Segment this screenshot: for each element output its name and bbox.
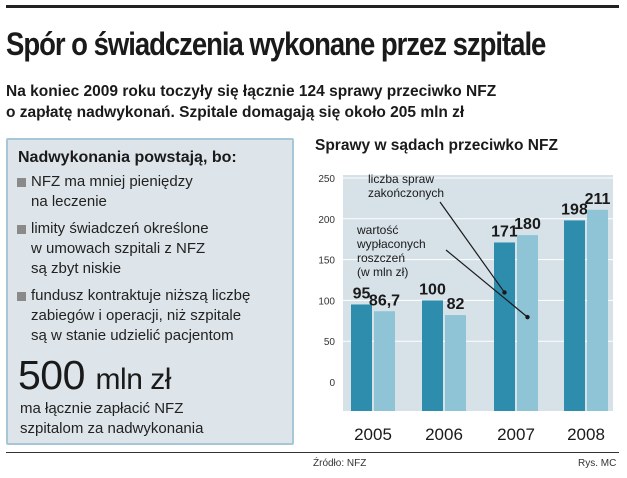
x-tick-label: 2007 [497, 425, 535, 444]
footer-rule [6, 452, 619, 453]
x-tick-label: 2008 [567, 425, 605, 444]
bar [494, 242, 515, 411]
leader-dot [502, 290, 507, 295]
legend-label: roszczeń [357, 251, 405, 265]
legend-label: wartość [356, 223, 398, 237]
reason-line: w umowach szpitali z NFZ [31, 240, 206, 257]
lead-paragraph: Na koniec 2009 roku toczyły się łącznie … [6, 81, 626, 123]
leader-line [445, 249, 528, 318]
reasons-title: Nadwykonania powstają, bo: [18, 149, 237, 166]
legend-label: (w mln zł) [357, 265, 408, 279]
big-figure: 500 mln zł [18, 353, 171, 402]
reasons-box: Nadwykonania powstają, bo: NFZ ma mniej … [6, 138, 294, 445]
reason-line: limity świadczeń określone [31, 220, 209, 237]
bar [517, 235, 538, 411]
caption-line: ma łącznie zapłacić NFZ [20, 400, 184, 417]
big-figure-unit: mln zł [95, 363, 172, 396]
legend-label: zakończonych [368, 186, 444, 200]
data-label: 86,7 [369, 292, 400, 309]
legend-label: wypłaconych [356, 237, 426, 251]
big-figure-value: 500 [18, 352, 85, 398]
top-rule [6, 5, 619, 8]
chart-title: Sprawy w sądach przeciwko NFZ [315, 137, 558, 154]
bar [587, 209, 608, 411]
legend-label: liczba spraw [368, 172, 434, 186]
bar [374, 311, 395, 411]
bar [351, 304, 372, 411]
credit-note: Rys. MC [578, 458, 617, 469]
reason-line: są w stanie udzielić pacjentom [31, 327, 234, 344]
leader-line [439, 201, 505, 293]
y-tick-label: 100 [318, 296, 335, 307]
y-tick-label: 0 [329, 378, 335, 389]
reason-item: NFZ ma mniej pieniędzy na leczenie [17, 172, 293, 212]
bar [445, 315, 466, 411]
source-note: Źródło: NFZ [313, 458, 367, 469]
reason-line: fundusz kontraktuje niższą liczbę [31, 287, 251, 304]
lead-line-1: Na koniec 2009 roku toczyły się łącznie … [6, 83, 497, 100]
data-label: 180 [514, 216, 541, 233]
y-tick-label: 250 [318, 174, 335, 185]
reasons-list: NFZ ma mniej pieniędzy na leczenie limit… [17, 172, 293, 353]
x-tick-label: 2005 [354, 425, 392, 444]
bar [422, 300, 443, 411]
square-bullet-icon [17, 292, 26, 301]
y-tick-label: 50 [324, 337, 336, 348]
reason-line: zabiegów i operacji, niż szpitale [31, 307, 242, 324]
data-label: 211 [585, 191, 611, 208]
big-figure-caption: ma łącznie zapłacić NFZ szpitalom za nad… [20, 399, 203, 439]
lead-line-2: o zapłatę nadwykonań. Szpitale domagają … [6, 104, 465, 121]
reason-line: NFZ ma mniej pieniędzy [31, 173, 193, 190]
data-label: 82 [447, 296, 465, 313]
square-bullet-icon [17, 178, 26, 187]
reason-line: na leczenie [31, 193, 107, 210]
data-label: 100 [419, 281, 446, 298]
leader-dot [525, 314, 530, 320]
reason-line: są zbyt niskie [31, 260, 122, 277]
y-tick-label: 200 [318, 215, 335, 226]
data-label: 171 [491, 223, 518, 240]
data-label: 198 [561, 201, 588, 218]
x-tick-label: 2006 [425, 425, 463, 444]
reason-item: fundusz kontraktuje niższą liczbę zabieg… [17, 286, 293, 346]
headline: Spór o świadczenia wykonane przez szpita… [6, 26, 546, 62]
bar-chart: 0501001502002509586,72005100822006171180… [318, 172, 613, 444]
reason-item: limity świadczeń określone w umowach szp… [17, 219, 293, 279]
square-bullet-icon [17, 225, 26, 234]
caption-line: szpitalom za nadwykonania [20, 420, 204, 437]
y-tick-label: 150 [318, 256, 335, 267]
data-label: 95 [353, 285, 371, 302]
bar [564, 220, 585, 411]
